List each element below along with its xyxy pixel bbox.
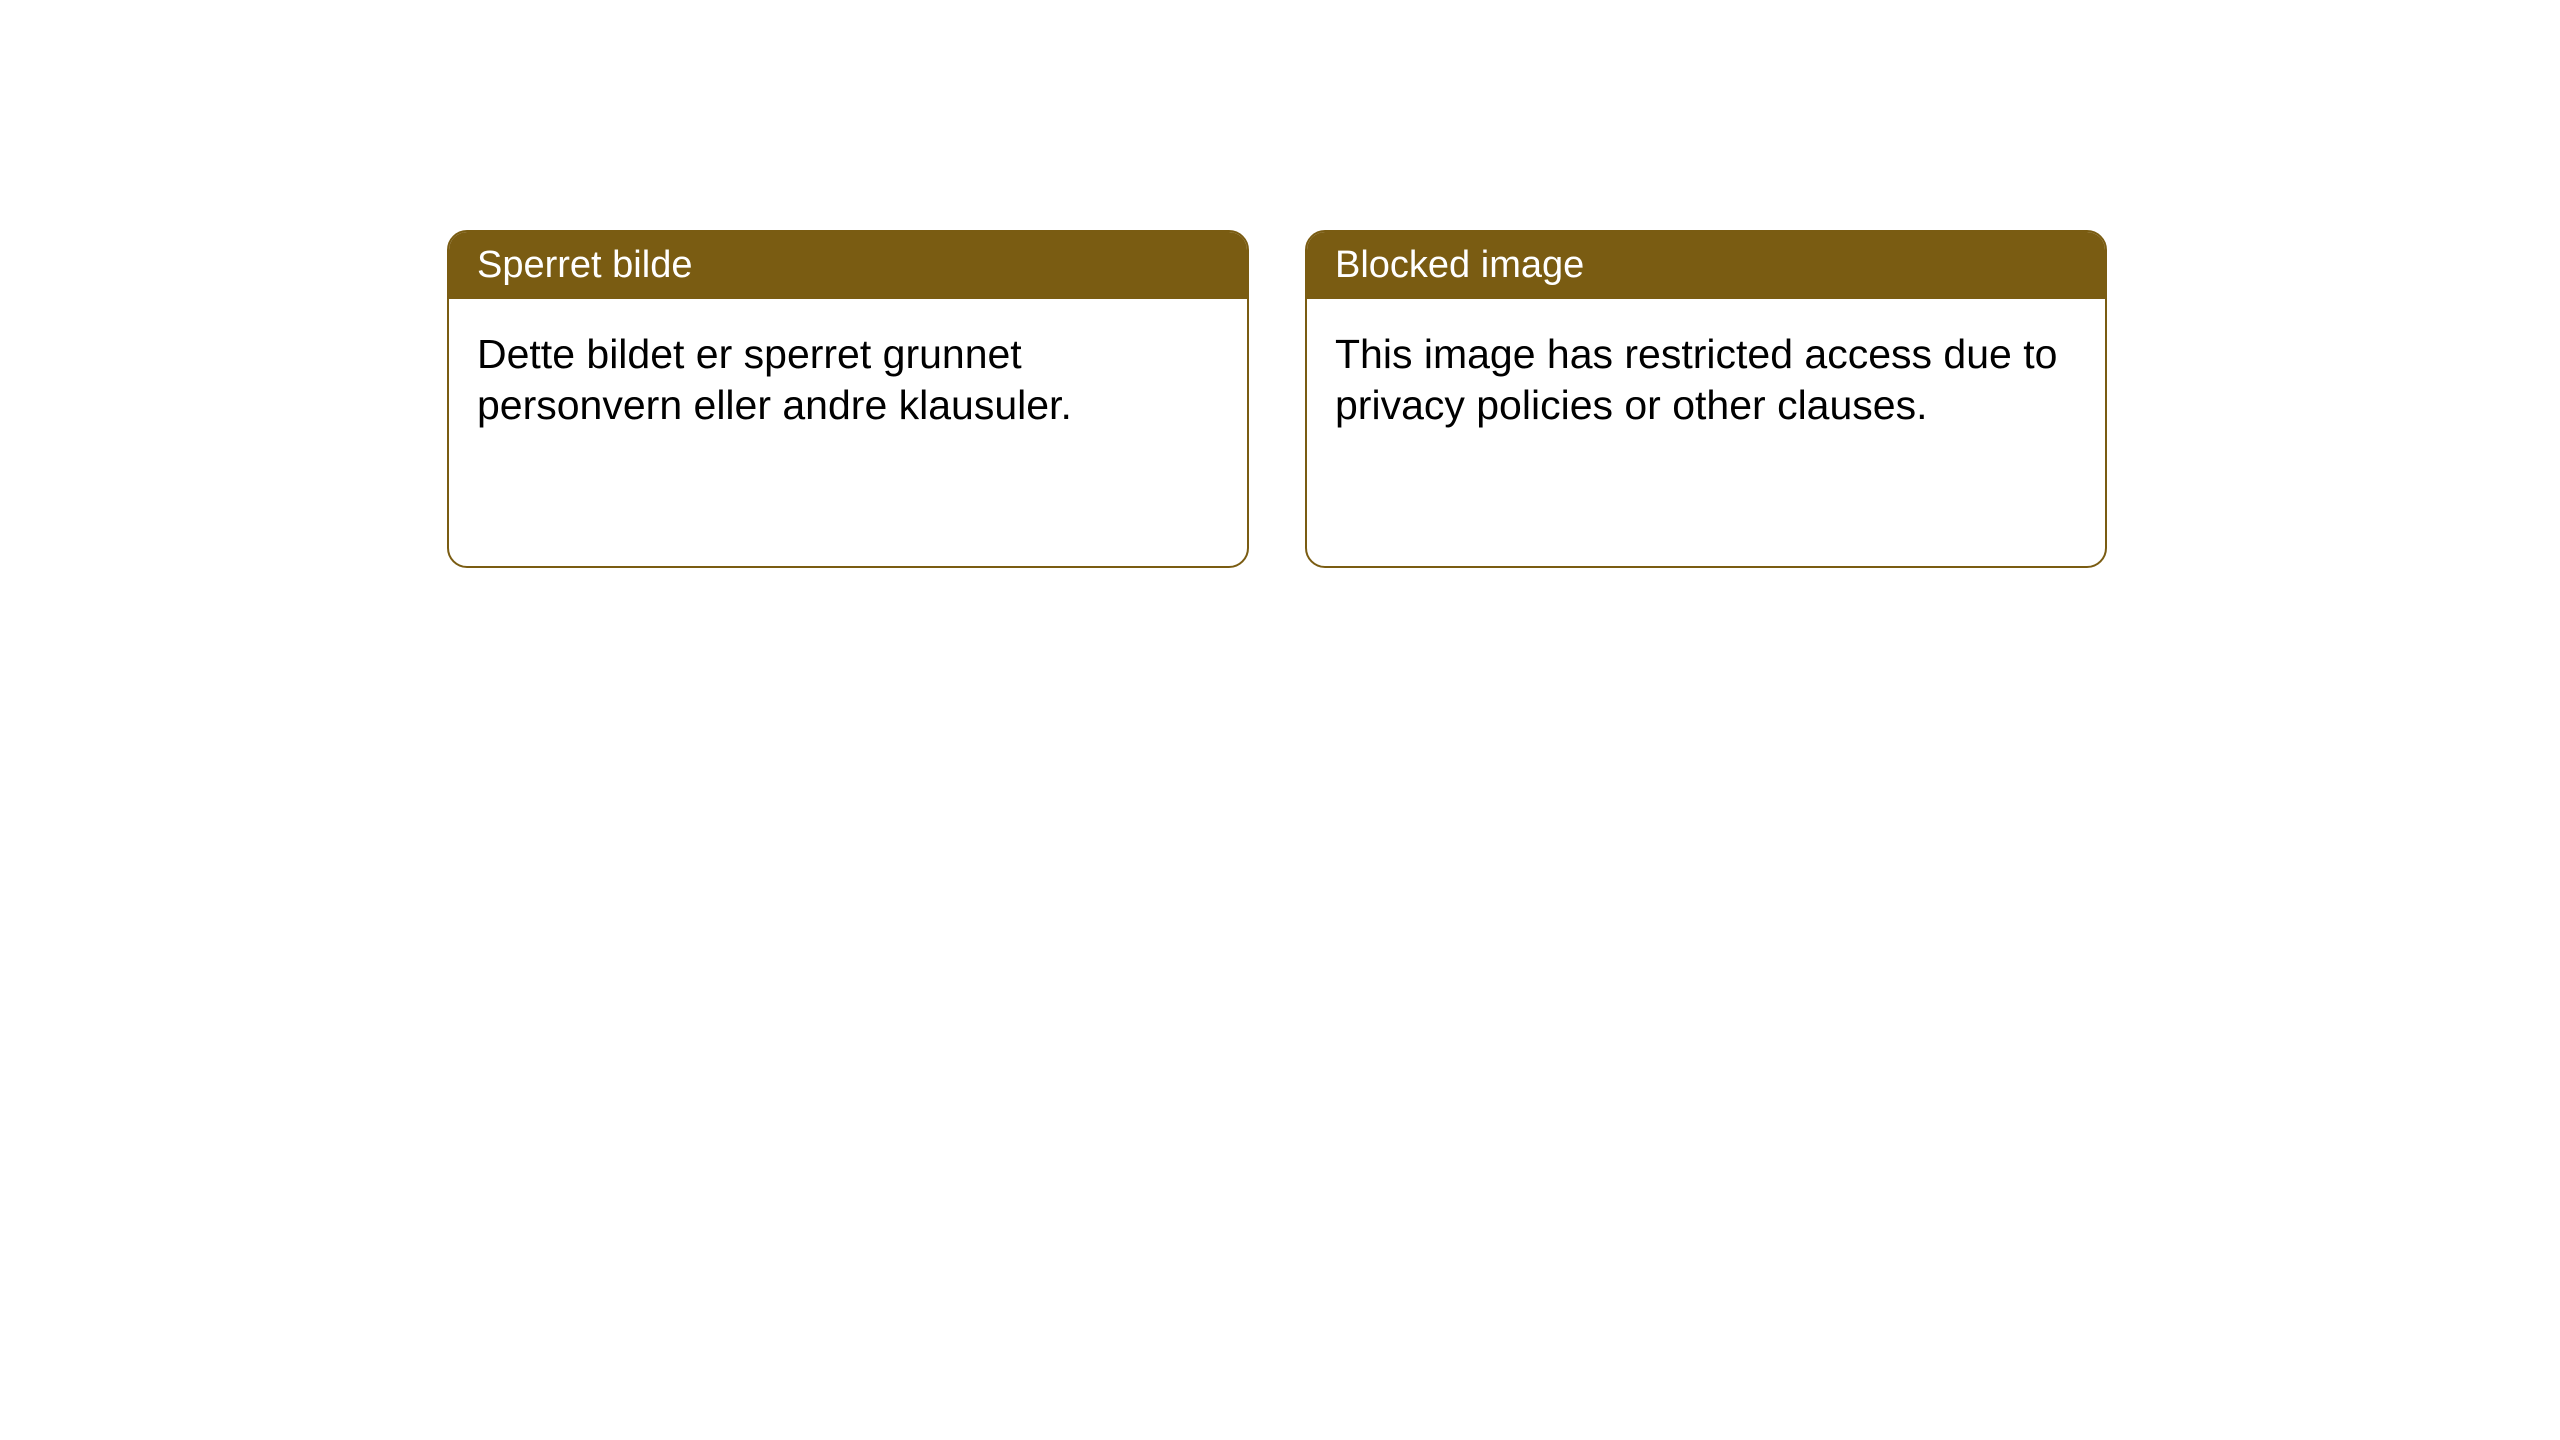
card-title: Sperret bilde bbox=[477, 244, 692, 286]
card-message: Dette bildet er sperret grunnet personve… bbox=[477, 331, 1072, 428]
notice-container: Sperret bilde Dette bildet er sperret gr… bbox=[0, 0, 2560, 568]
card-body: Dette bildet er sperret grunnet personve… bbox=[449, 299, 1247, 462]
card-header: Blocked image bbox=[1307, 232, 2105, 299]
card-body: This image has restricted access due to … bbox=[1307, 299, 2105, 462]
notice-card-norwegian: Sperret bilde Dette bildet er sperret gr… bbox=[447, 230, 1249, 568]
card-header: Sperret bilde bbox=[449, 232, 1247, 299]
card-message: This image has restricted access due to … bbox=[1335, 331, 2057, 428]
notice-card-english: Blocked image This image has restricted … bbox=[1305, 230, 2107, 568]
card-title: Blocked image bbox=[1335, 244, 1584, 286]
